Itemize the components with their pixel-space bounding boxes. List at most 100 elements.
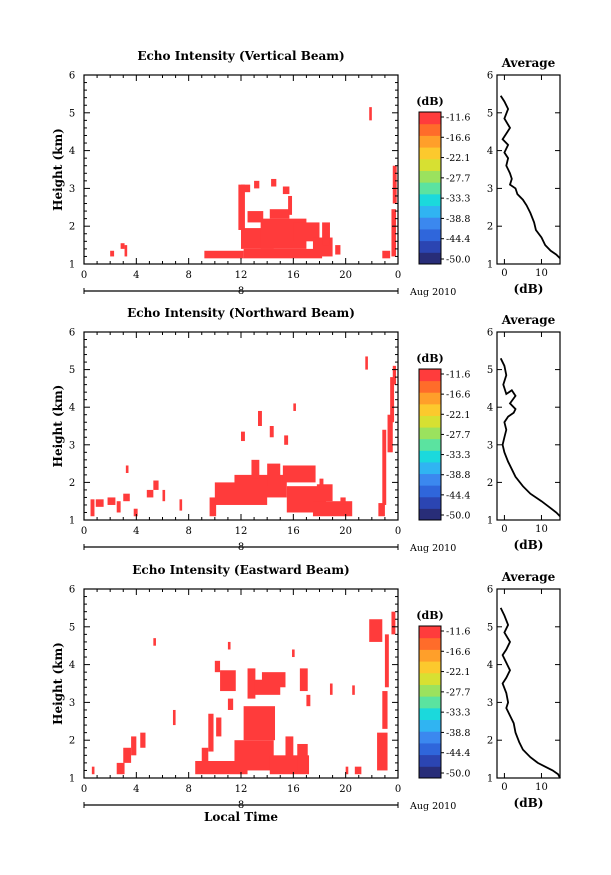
echo-cell bbox=[369, 619, 383, 642]
y-tick-label: 3 bbox=[69, 440, 75, 451]
colorbar-segment bbox=[419, 719, 441, 732]
colorbar-label: -38.8 bbox=[446, 728, 470, 739]
echo-cell bbox=[271, 178, 277, 187]
x-axis-label: Local Time bbox=[204, 810, 278, 824]
average-x-tick-label: 0 bbox=[501, 524, 507, 535]
echo-cell bbox=[293, 403, 296, 411]
echo-cell bbox=[123, 747, 132, 763]
echo-cell bbox=[267, 463, 281, 487]
x-tick-label: 20 bbox=[339, 784, 352, 795]
echo-cell bbox=[110, 250, 115, 257]
average-y-tick-label: 1 bbox=[487, 260, 493, 271]
average-y-tick-label: 2 bbox=[487, 222, 493, 233]
average-x-tick-label: 10 bbox=[535, 524, 548, 535]
colorbar-segment bbox=[419, 240, 441, 253]
echo-cell bbox=[227, 641, 231, 650]
x-tick-label: 0 bbox=[81, 526, 87, 537]
echo-cell bbox=[284, 435, 289, 445]
average-x-tick-label: 10 bbox=[535, 782, 548, 793]
day-label: 8 bbox=[238, 286, 244, 297]
colorbar-segment bbox=[419, 170, 441, 183]
colorbar-label: -27.7 bbox=[446, 430, 470, 441]
colorbar-segment bbox=[419, 392, 441, 405]
y-tick-label: 1 bbox=[69, 774, 75, 785]
average-x-tick-label: 10 bbox=[535, 268, 548, 279]
echo-cell bbox=[124, 245, 128, 257]
echo-cell bbox=[340, 497, 346, 505]
y-tick-label: 3 bbox=[69, 184, 75, 195]
echo-cell bbox=[153, 480, 159, 490]
echo-cell bbox=[316, 484, 333, 502]
colorbar-segment bbox=[419, 438, 441, 451]
echo-cell bbox=[243, 706, 276, 741]
echo-cell bbox=[391, 209, 397, 257]
colorbar-label: -22.1 bbox=[446, 410, 470, 421]
echo-cell bbox=[377, 732, 388, 771]
colorbar-segment bbox=[419, 403, 441, 416]
echo-cell bbox=[387, 414, 393, 453]
average-y-tick-label: 6 bbox=[487, 585, 493, 596]
x-tick-label: 20 bbox=[339, 526, 352, 537]
echo-cell bbox=[241, 184, 251, 193]
colorbar-segment bbox=[419, 182, 441, 195]
echo-cell bbox=[209, 497, 217, 517]
colorbar-segment bbox=[419, 135, 441, 148]
echo-cell bbox=[214, 660, 221, 673]
echo-cell bbox=[322, 222, 330, 246]
colorbar-label: -11.6 bbox=[446, 627, 470, 638]
average-y-tick-label: 5 bbox=[487, 622, 493, 633]
colorbar-segment bbox=[419, 754, 441, 767]
colorbar-label: -22.1 bbox=[446, 153, 470, 164]
colorbar-segment bbox=[419, 626, 441, 639]
echo-cell bbox=[243, 248, 323, 259]
echo-cell bbox=[293, 222, 320, 242]
colorbar-label: -16.6 bbox=[446, 133, 470, 144]
x-tick-label: 4 bbox=[133, 526, 139, 537]
colorbar-label: -44.4 bbox=[446, 748, 470, 759]
echo-cell bbox=[116, 762, 125, 775]
average-y-tick-label: 5 bbox=[487, 365, 493, 376]
average-y-tick-label: 4 bbox=[487, 660, 493, 671]
echo-cell bbox=[251, 459, 260, 479]
echo-cell bbox=[352, 685, 355, 695]
colorbar-label: -11.6 bbox=[446, 113, 470, 124]
x-tick-label: 20 bbox=[339, 270, 352, 281]
echo-cell bbox=[234, 740, 274, 771]
x-tick-label: 4 bbox=[133, 270, 139, 281]
average-profile-line bbox=[499, 607, 561, 779]
echo-cell bbox=[107, 497, 116, 505]
colorbar-segment bbox=[419, 766, 441, 779]
average-x-tick-label: 0 bbox=[501, 268, 507, 279]
echo-cell bbox=[238, 184, 245, 230]
x-tick-label: 4 bbox=[133, 784, 139, 795]
echo-cell bbox=[369, 107, 372, 121]
average-y-tick-label: 5 bbox=[487, 108, 493, 119]
colorbar-unit: (dB) bbox=[416, 352, 443, 365]
echo-cell bbox=[285, 736, 294, 760]
colorbar-frame bbox=[418, 368, 442, 521]
echo-cell bbox=[392, 365, 397, 385]
colorbar-segment bbox=[419, 637, 441, 650]
echo-cell bbox=[269, 426, 274, 438]
colorbar-segment bbox=[419, 380, 441, 393]
echo-cell bbox=[282, 186, 290, 195]
echo-cell bbox=[354, 766, 362, 775]
echo-cell bbox=[365, 356, 368, 370]
echo-cell bbox=[345, 766, 349, 775]
x-tick-label: 0 bbox=[81, 784, 87, 795]
colorbar-label: -33.3 bbox=[446, 708, 470, 719]
month-label: Aug 2010 bbox=[409, 543, 456, 554]
panel-title: Echo Intensity (Northward Beam) bbox=[127, 306, 355, 320]
average-y-tick-label: 2 bbox=[487, 478, 493, 489]
colorbar-label: -33.3 bbox=[446, 450, 470, 461]
colorbar-label: -50.0 bbox=[446, 769, 470, 780]
echo-cell bbox=[335, 245, 341, 255]
y-axis-label: Height (km) bbox=[51, 642, 65, 725]
colorbar-segment bbox=[419, 217, 441, 230]
y-axis-label: Height (km) bbox=[51, 385, 65, 468]
y-tick-label: 1 bbox=[69, 260, 75, 271]
x-tick-label: 8 bbox=[185, 270, 191, 281]
colorbar-label: -33.3 bbox=[446, 194, 470, 205]
month-label: Aug 2010 bbox=[409, 287, 456, 298]
